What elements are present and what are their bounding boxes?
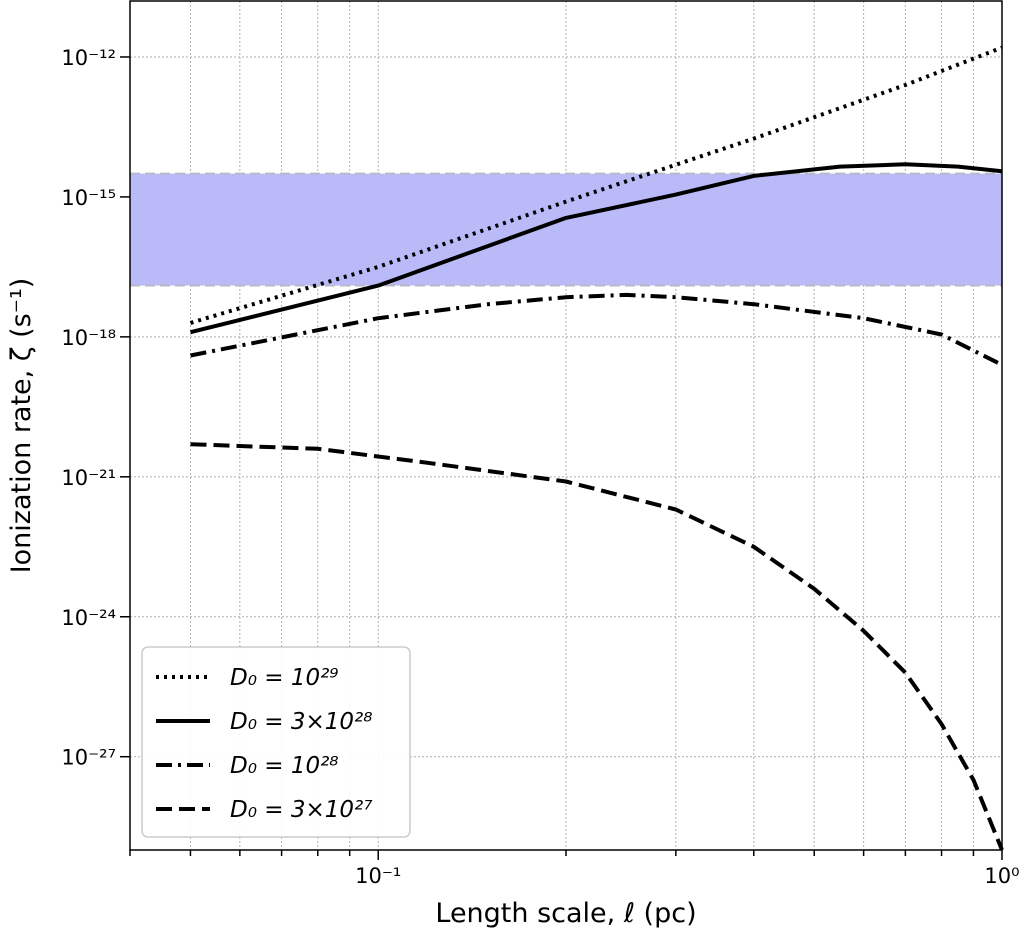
y-axis-label: Ionization rate, ζ (s⁻¹) [6, 278, 37, 574]
y-tick-label: 10⁻¹⁵ [61, 186, 116, 210]
legend-label: D₀ = 3×10²⁸ [230, 709, 372, 735]
series-lines [189, 45, 1004, 851]
series-line-dotted [189, 45, 1003, 325]
legend: D₀ = 10²⁹ D₀ = 3×10²⁸ D₀ = 10²⁸ D₀ = 3×10²⁷ [141, 646, 411, 838]
band-layer [130, 172, 1002, 287]
series-line-solid [190, 162, 1003, 335]
y-tick-label: 10⁻²¹ [61, 466, 116, 490]
legend-box [141, 646, 411, 838]
series-line-dashdot [190, 292, 1003, 367]
y-tick-label: 10⁻¹⁸ [61, 326, 116, 350]
x-tick-label: 10⁰ [984, 864, 1019, 888]
x-axis-label: Length scale, ℓ (pc) [435, 898, 696, 929]
y-tick-label: 10⁻²⁷ [61, 746, 116, 770]
x-tick-label: 10⁻¹ [355, 864, 401, 888]
legend-label: D₀ = 3×10²⁷ [230, 797, 373, 823]
observed-range-band [130, 173, 1002, 286]
y-tick-label: 10⁻¹² [61, 46, 116, 70]
y-tick-label: 10⁻²⁴ [61, 606, 116, 630]
legend-label: D₀ = 10²⁹ [230, 665, 339, 691]
series-line-dashed [190, 442, 1004, 851]
axis-ticks: 10⁻¹ 10⁰ 10⁻¹² 10⁻¹⁵ 10⁻¹⁸ 10⁻²¹ 10⁻²⁴ 10⁻²⁷ [61, 46, 1019, 888]
legend-label: D₀ = 10²⁸ [230, 753, 339, 779]
